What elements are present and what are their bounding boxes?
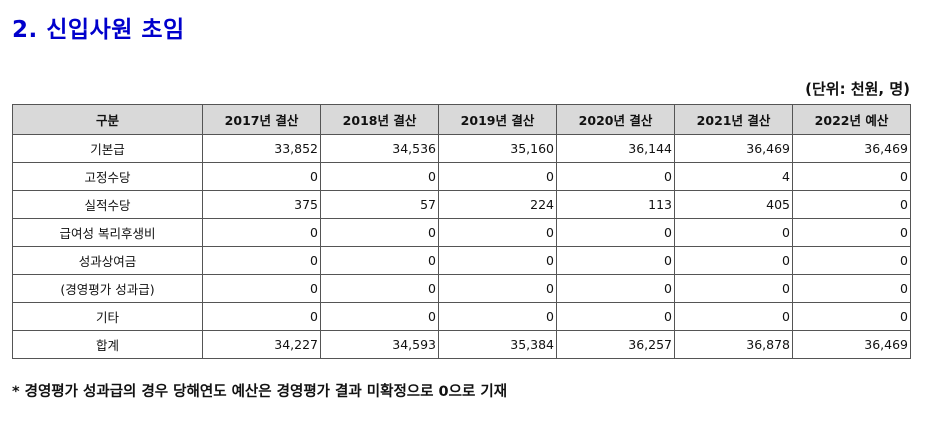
cell-value: 405 <box>674 190 793 219</box>
cell-value: 34,227 <box>202 330 321 359</box>
cell-value: 0 <box>674 246 793 275</box>
row-label: 합계 <box>12 330 203 359</box>
cell-value: 113 <box>556 190 675 219</box>
cell-value: 0 <box>320 302 439 331</box>
cell-value: 0 <box>320 274 439 303</box>
cell-value: 34,593 <box>320 330 439 359</box>
header-2019: 2019년 결산 <box>438 104 557 135</box>
cell-value: 0 <box>320 162 439 191</box>
cell-value: 0 <box>202 218 321 247</box>
table-row: 기본급 33,852 34,536 35,160 36,144 36,469 3… <box>12 134 911 163</box>
unit-note: (단위: 천원, 명) <box>805 80 910 98</box>
row-label: (경영평가 성과급) <box>12 274 203 303</box>
cell-value: 33,852 <box>202 134 321 163</box>
row-label: 성과상여금 <box>12 246 203 275</box>
cell-value: 0 <box>202 302 321 331</box>
header-category: 구분 <box>12 104 203 135</box>
row-label: 고정수당 <box>12 162 203 191</box>
cell-value: 0 <box>556 162 675 191</box>
row-label: 기타 <box>12 302 203 331</box>
table-total-row: 합계 34,227 34,593 35,384 36,257 36,878 36… <box>12 330 911 359</box>
cell-value: 36,257 <box>556 330 675 359</box>
cell-value: 0 <box>438 162 557 191</box>
table-row: 급여성 복리후생비 0 0 0 0 0 0 <box>12 218 911 247</box>
cell-value: 0 <box>792 162 911 191</box>
cell-value: 0 <box>556 302 675 331</box>
cell-value: 0 <box>556 274 675 303</box>
table-row: 실적수당 375 57 224 113 405 0 <box>12 190 911 219</box>
table-row: (경영평가 성과급) 0 0 0 0 0 0 <box>12 274 911 303</box>
header-2018: 2018년 결산 <box>320 104 439 135</box>
cell-value: 35,384 <box>438 330 557 359</box>
header-2017: 2017년 결산 <box>202 104 321 135</box>
cell-value: 224 <box>438 190 557 219</box>
cell-value: 0 <box>556 246 675 275</box>
cell-value: 0 <box>202 246 321 275</box>
table-row: 기타 0 0 0 0 0 0 <box>12 302 911 331</box>
cell-value: 35,160 <box>438 134 557 163</box>
cell-value: 375 <box>202 190 321 219</box>
cell-value: 0 <box>438 246 557 275</box>
cell-value: 0 <box>320 218 439 247</box>
footnote: * 경영평가 성과급의 경우 당해연도 예산은 경영평가 결과 미확정으로 0으… <box>12 384 508 400</box>
cell-value: 36,469 <box>792 134 911 163</box>
cell-value: 0 <box>438 274 557 303</box>
row-label: 급여성 복리후생비 <box>12 218 203 247</box>
cell-value: 0 <box>674 218 793 247</box>
cell-value: 0 <box>792 274 911 303</box>
table-row: 고정수당 0 0 0 0 4 0 <box>12 162 911 191</box>
cell-value: 57 <box>320 190 439 219</box>
section-title: 2. 신입사원 초임 <box>12 17 185 43</box>
cell-value: 0 <box>438 218 557 247</box>
header-2020: 2020년 결산 <box>556 104 675 135</box>
cell-value: 34,536 <box>320 134 439 163</box>
cell-value: 0 <box>792 218 911 247</box>
table-row: 성과상여금 0 0 0 0 0 0 <box>12 246 911 275</box>
cell-value: 0 <box>792 246 911 275</box>
table-header-row: 구분 2017년 결산 2018년 결산 2019년 결산 2020년 결산 2… <box>12 104 911 135</box>
cell-value: 0 <box>202 162 321 191</box>
cell-value: 0 <box>674 274 793 303</box>
cell-value: 0 <box>202 274 321 303</box>
row-label: 기본급 <box>12 134 203 163</box>
header-2022: 2022년 예산 <box>792 104 911 135</box>
cell-value: 0 <box>792 302 911 331</box>
cell-value: 36,469 <box>674 134 793 163</box>
cell-value: 36,144 <box>556 134 675 163</box>
cell-value: 0 <box>320 246 439 275</box>
cell-value: 0 <box>556 218 675 247</box>
header-2021: 2021년 결산 <box>674 104 793 135</box>
salary-table: 구분 2017년 결산 2018년 결산 2019년 결산 2020년 결산 2… <box>12 104 911 359</box>
cell-value: 36,878 <box>674 330 793 359</box>
cell-value: 0 <box>438 302 557 331</box>
cell-value: 4 <box>674 162 793 191</box>
row-label: 실적수당 <box>12 190 203 219</box>
cell-value: 36,469 <box>792 330 911 359</box>
cell-value: 0 <box>674 302 793 331</box>
cell-value: 0 <box>792 190 911 219</box>
